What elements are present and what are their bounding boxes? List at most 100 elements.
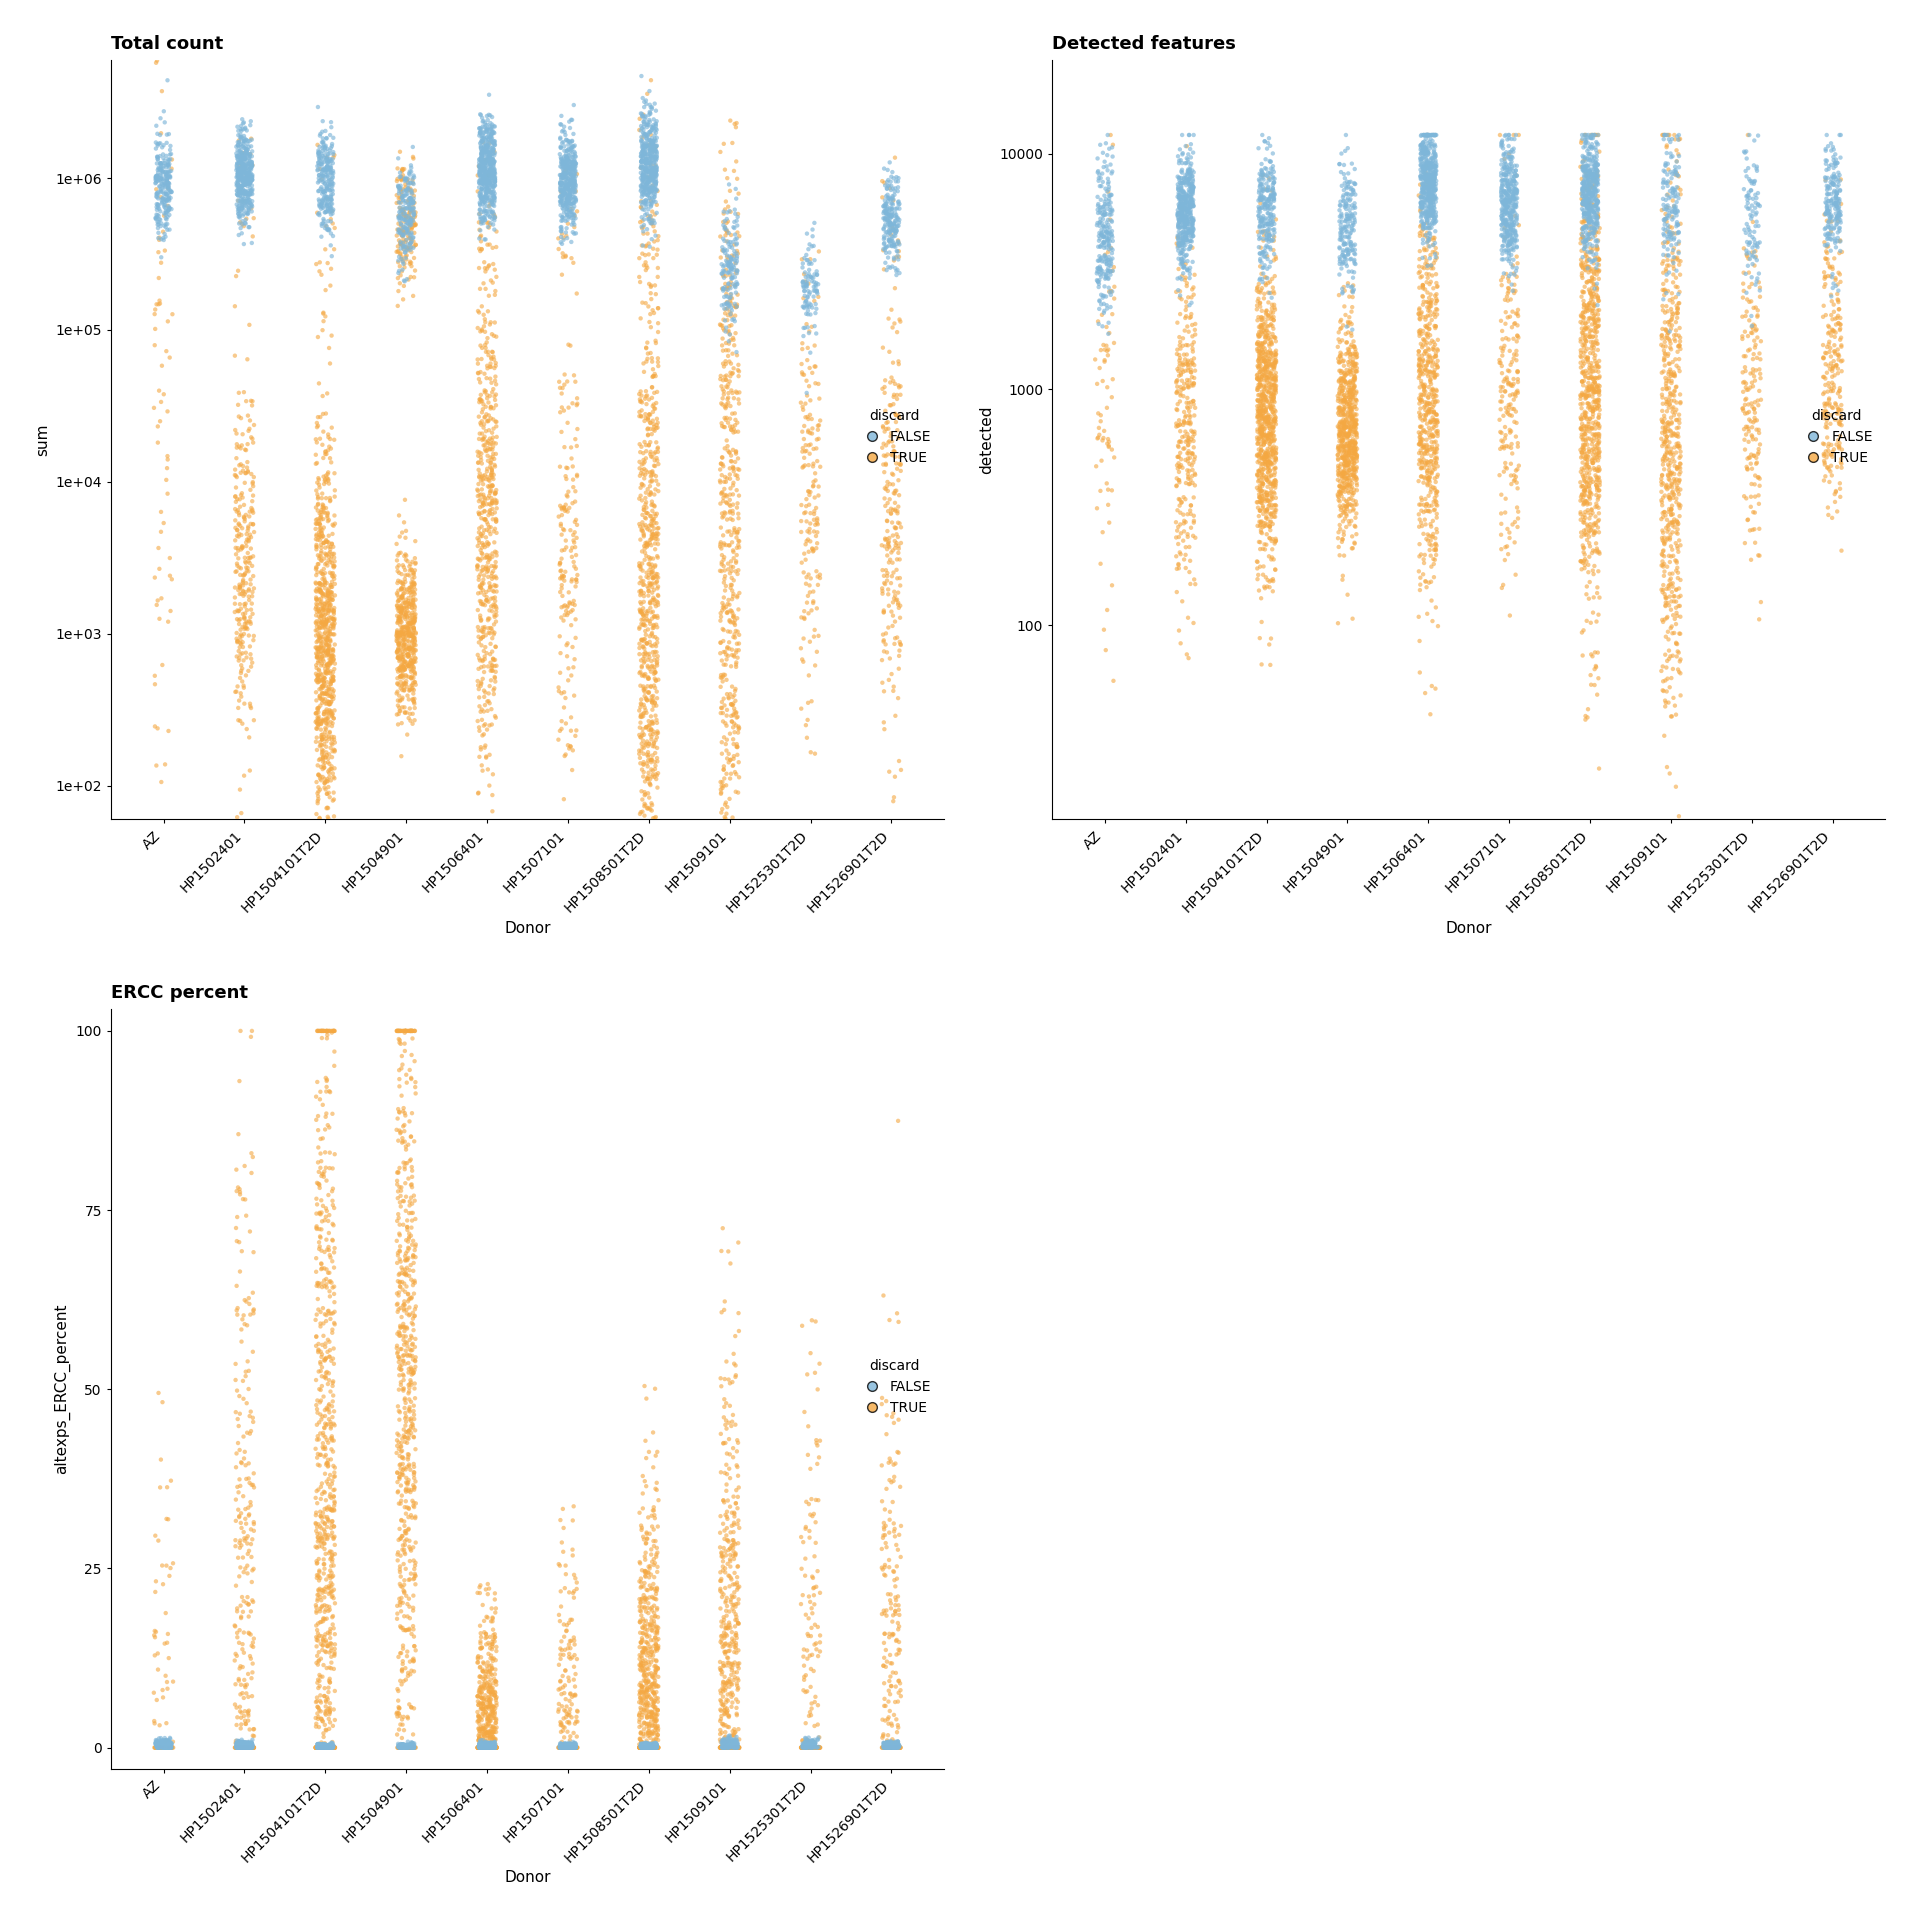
Point <box>1244 576 1275 607</box>
Point <box>708 1732 739 1763</box>
Point <box>1340 486 1371 516</box>
Point <box>317 1732 348 1763</box>
Point <box>476 444 507 474</box>
Point <box>1096 219 1127 250</box>
Point <box>639 904 670 935</box>
Point <box>384 1260 415 1290</box>
Point <box>1252 376 1283 407</box>
Point <box>307 1732 338 1763</box>
Point <box>315 1016 346 1046</box>
Point <box>1657 438 1688 468</box>
Point <box>1730 259 1761 290</box>
Point <box>870 1730 900 1761</box>
Point <box>1167 380 1198 411</box>
Point <box>1486 177 1517 207</box>
Point <box>1572 221 1603 252</box>
Point <box>1655 361 1686 392</box>
Point <box>1336 276 1367 307</box>
Point <box>1327 472 1357 503</box>
Point <box>223 173 253 204</box>
Point <box>1244 371 1275 401</box>
Point <box>303 1649 334 1680</box>
Point <box>232 524 263 555</box>
Point <box>384 1732 415 1763</box>
Point <box>551 171 582 202</box>
Point <box>1576 267 1607 298</box>
Point <box>881 1732 912 1763</box>
Point <box>1490 179 1521 209</box>
Point <box>305 1311 336 1342</box>
Point <box>1500 173 1530 204</box>
Point <box>1250 394 1281 424</box>
Point <box>628 1732 659 1763</box>
Point <box>399 1732 430 1763</box>
Point <box>476 693 507 724</box>
Point <box>641 743 672 774</box>
Point <box>232 1373 263 1404</box>
Point <box>722 1732 753 1763</box>
Point <box>476 455 507 486</box>
Point <box>1419 142 1450 173</box>
Point <box>384 215 415 246</box>
Point <box>1811 461 1841 492</box>
Point <box>1252 349 1283 380</box>
Point <box>1415 365 1446 396</box>
Point <box>630 255 660 286</box>
Point <box>795 497 826 528</box>
Point <box>874 252 904 282</box>
Point <box>1419 196 1450 227</box>
Point <box>390 599 420 630</box>
Point <box>228 140 259 171</box>
Point <box>1244 321 1275 351</box>
Point <box>467 1732 497 1763</box>
Point <box>710 789 741 820</box>
Point <box>637 1452 668 1482</box>
Point <box>388 637 419 668</box>
Point <box>472 177 503 207</box>
Point <box>476 1728 507 1759</box>
Point <box>1738 196 1768 227</box>
Point <box>467 207 497 238</box>
Point <box>315 119 346 150</box>
Point <box>382 626 413 657</box>
Point <box>311 142 342 173</box>
Point <box>1169 188 1200 219</box>
Point <box>223 626 253 657</box>
Point <box>718 843 749 874</box>
Point <box>1169 211 1200 242</box>
Point <box>559 1732 589 1763</box>
Point <box>1663 534 1693 564</box>
Point <box>628 1732 659 1763</box>
Point <box>1331 438 1361 468</box>
Point <box>230 198 261 228</box>
Point <box>1571 127 1601 157</box>
Point <box>1728 480 1759 511</box>
Point <box>1340 428 1371 459</box>
Point <box>309 1380 340 1411</box>
Point <box>1327 457 1357 488</box>
Point <box>480 478 511 509</box>
Point <box>474 1732 505 1763</box>
Point <box>1576 123 1607 154</box>
Point <box>634 1519 664 1549</box>
Point <box>478 394 509 424</box>
Point <box>716 1622 747 1653</box>
Point <box>545 1732 576 1763</box>
Point <box>559 169 589 200</box>
Point <box>478 190 509 221</box>
Point <box>634 641 664 672</box>
Point <box>803 1732 833 1763</box>
Point <box>874 1732 904 1763</box>
Point <box>388 198 419 228</box>
Point <box>386 1436 417 1467</box>
Point <box>1571 205 1601 236</box>
Point <box>637 1732 668 1763</box>
Point <box>549 1732 580 1763</box>
Point <box>467 461 497 492</box>
Point <box>1248 419 1279 449</box>
Point <box>1822 184 1853 215</box>
Point <box>641 136 672 167</box>
Point <box>632 1592 662 1622</box>
Point <box>1655 334 1686 365</box>
Point <box>315 589 346 620</box>
